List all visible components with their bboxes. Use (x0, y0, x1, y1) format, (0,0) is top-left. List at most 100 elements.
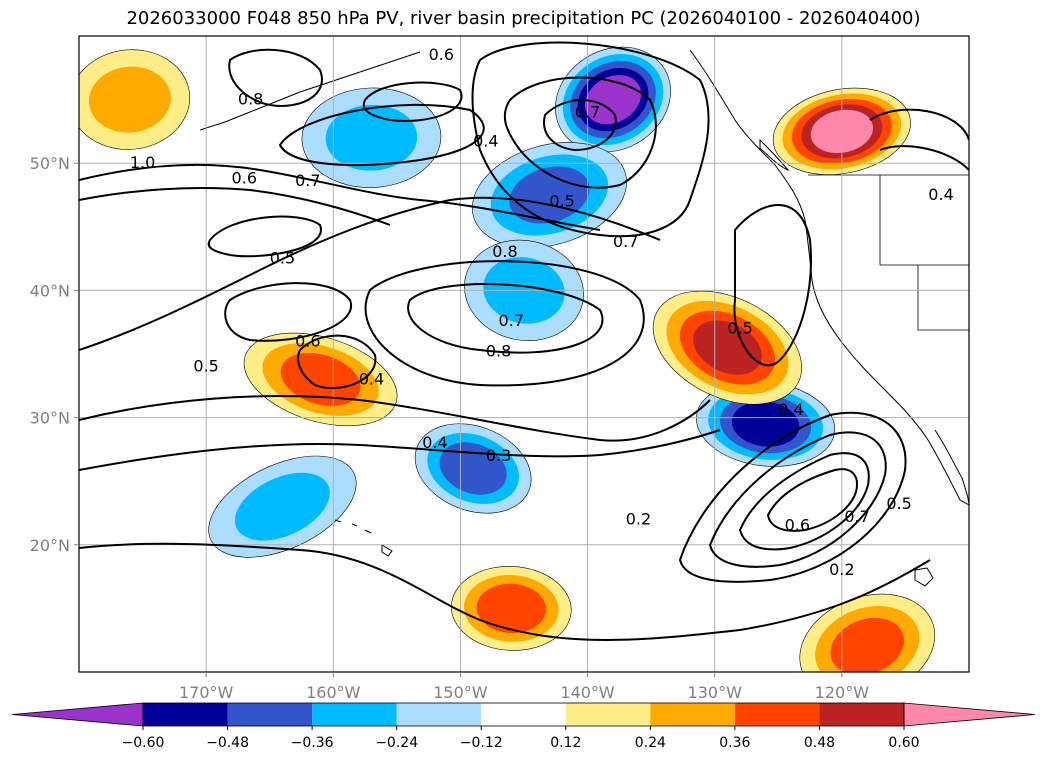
shading-band (88, 66, 171, 133)
shaded-region (652, 290, 803, 405)
contour-label: 0.5 (270, 249, 295, 268)
pv-contour (503, 76, 657, 189)
shaded-region (451, 566, 572, 651)
contour-label: 0.7 (613, 232, 638, 251)
shading-band (693, 320, 762, 375)
x-tick-label: 160°W (306, 683, 361, 702)
contour-label: 0.4 (778, 400, 803, 419)
shading-band (830, 617, 905, 672)
colorbar-tick-label: −0.24 (375, 735, 418, 751)
contour-label: 0.2 (829, 560, 854, 579)
contour-label: 0.6 (295, 331, 320, 350)
colorbar-swatch (565, 703, 651, 726)
colorbar-tick-label: −0.60 (122, 735, 165, 751)
colorbar-tick-label: 0.12 (550, 735, 581, 751)
colorbar-swatch (312, 703, 397, 726)
contour-label: 0.8 (486, 341, 511, 360)
contour-label: 0.6 (232, 168, 257, 187)
colorbar-swatch (819, 703, 904, 726)
contour-label: 0.5 (549, 191, 574, 210)
contour-label: 0.4 (359, 369, 384, 388)
colorbar-tick-label: 0.48 (804, 735, 835, 751)
pv-contour (228, 48, 323, 107)
contour-label: 0.7 (295, 171, 320, 190)
contour-label: 0.3 (486, 446, 511, 465)
pv-contour (79, 187, 391, 226)
pv-contour (678, 411, 907, 583)
colorbar-swatch (734, 703, 820, 726)
pv-contour (733, 204, 812, 367)
baja-coast (934, 429, 969, 506)
shaded-region (243, 332, 398, 427)
pv-contour (79, 196, 661, 351)
pv-contour (79, 542, 931, 641)
contour-label: 0.2 (626, 509, 651, 528)
contour-label: 0.6 (429, 45, 454, 64)
contour-label: 0.4 (422, 433, 447, 452)
shaded-region (208, 455, 357, 558)
y-tick-label: 20°N (30, 536, 70, 555)
pv-contour (79, 395, 711, 442)
pv-contour (297, 334, 377, 390)
aleutian-chain (199, 51, 421, 131)
x-tick-label: 140°W (560, 683, 615, 702)
north-america-coastline (689, 49, 969, 506)
chart-title: 2026033000 F048 850 hPa PV, river basin … (126, 8, 921, 29)
shading-band (280, 352, 361, 406)
pv-contour (278, 103, 485, 166)
colorbar-tick-label: 0.36 (719, 735, 750, 751)
coastlines (199, 49, 969, 587)
colorbar-tick-label: 0.24 (635, 735, 666, 751)
colorbar-swatch (396, 703, 482, 726)
shading-band (476, 583, 546, 634)
shading-band (731, 401, 800, 447)
contour-label: 0.7 (499, 311, 524, 330)
pv-contour (766, 468, 858, 532)
pv-contour (79, 429, 721, 471)
colorbar-extend-max (903, 702, 1036, 727)
contour-label: 0.7 (844, 507, 869, 526)
pv-contour (543, 99, 617, 152)
small-island (914, 567, 934, 587)
x-tick-label: 170°W (179, 683, 234, 702)
pv-contour (364, 260, 645, 387)
contour-label: 0.4 (928, 185, 953, 204)
pv-contour (869, 108, 969, 171)
colorbar-tick-label: −0.48 (206, 735, 249, 751)
colorbar-swatch (650, 703, 735, 726)
y-tick-label: 30°N (30, 409, 70, 428)
map-frame (78, 35, 970, 673)
state-border (879, 175, 969, 266)
contour-label: 0.6 (785, 516, 810, 535)
pv-contour (471, 41, 710, 238)
contour-label: 1.0 (130, 153, 155, 172)
colorbar-tick-label: 0.60 (888, 735, 919, 751)
contour-label: 0.8 (238, 90, 263, 109)
contour-label: 0.5 (727, 319, 752, 338)
pv-contour (224, 282, 353, 342)
vancouver-island (759, 138, 790, 172)
contour-label: 0.4 (473, 132, 498, 151)
contour-label: 0.8 (492, 242, 517, 261)
contour-label: 0.5 (193, 357, 218, 376)
pv-contour (362, 81, 463, 122)
colorbar-extend-min (11, 702, 144, 727)
x-tick-label: 120°W (815, 683, 870, 702)
shaded-region (696, 381, 836, 467)
contour-label: 0.5 (886, 494, 911, 513)
hawaii-islands (334, 519, 393, 557)
colorbar: −0.60 −0.48 −0.36 −0.24 −0.12 0.12 0.24 0.36 0.4… (11, 702, 1036, 751)
contour-labels: 0.6 0.6 0.8 1.0 0.7 0.5 0.6 0.5 0.4 0.4 0.8 0.7 0.8 0… (130, 45, 954, 579)
x-axis: 170°W 160°W 150°W 140°W 130°W 120°W (179, 672, 869, 702)
pv-contour (79, 163, 601, 231)
x-tick-label: 150°W (433, 683, 488, 702)
y-tick-label: 40°N (30, 281, 70, 300)
shaded-region (799, 593, 936, 672)
shading-band (235, 472, 330, 541)
colorbar-swatch (227, 703, 313, 726)
colorbar-swatch (481, 703, 566, 726)
colorbar-tick-label: −0.12 (460, 735, 503, 751)
pv-contour (407, 283, 604, 354)
colorbar-tick-label: −0.36 (291, 735, 334, 751)
